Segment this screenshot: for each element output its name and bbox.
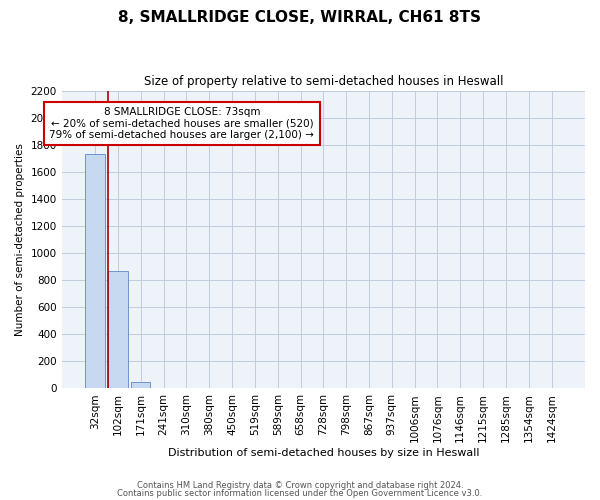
Text: 8, SMALLRIDGE CLOSE, WIRRAL, CH61 8TS: 8, SMALLRIDGE CLOSE, WIRRAL, CH61 8TS bbox=[119, 10, 482, 25]
Title: Size of property relative to semi-detached houses in Heswall: Size of property relative to semi-detach… bbox=[143, 75, 503, 88]
Bar bbox=[108, 270, 128, 388]
Text: 8 SMALLRIDGE CLOSE: 73sqm
← 20% of semi-detached houses are smaller (520)
79% of: 8 SMALLRIDGE CLOSE: 73sqm ← 20% of semi-… bbox=[49, 107, 314, 140]
X-axis label: Distribution of semi-detached houses by size in Heswall: Distribution of semi-detached houses by … bbox=[167, 448, 479, 458]
Bar bbox=[131, 382, 151, 388]
Y-axis label: Number of semi-detached properties: Number of semi-detached properties bbox=[15, 143, 25, 336]
Bar bbox=[85, 154, 105, 388]
Text: Contains HM Land Registry data © Crown copyright and database right 2024.: Contains HM Land Registry data © Crown c… bbox=[137, 481, 463, 490]
Text: Contains public sector information licensed under the Open Government Licence v3: Contains public sector information licen… bbox=[118, 488, 482, 498]
